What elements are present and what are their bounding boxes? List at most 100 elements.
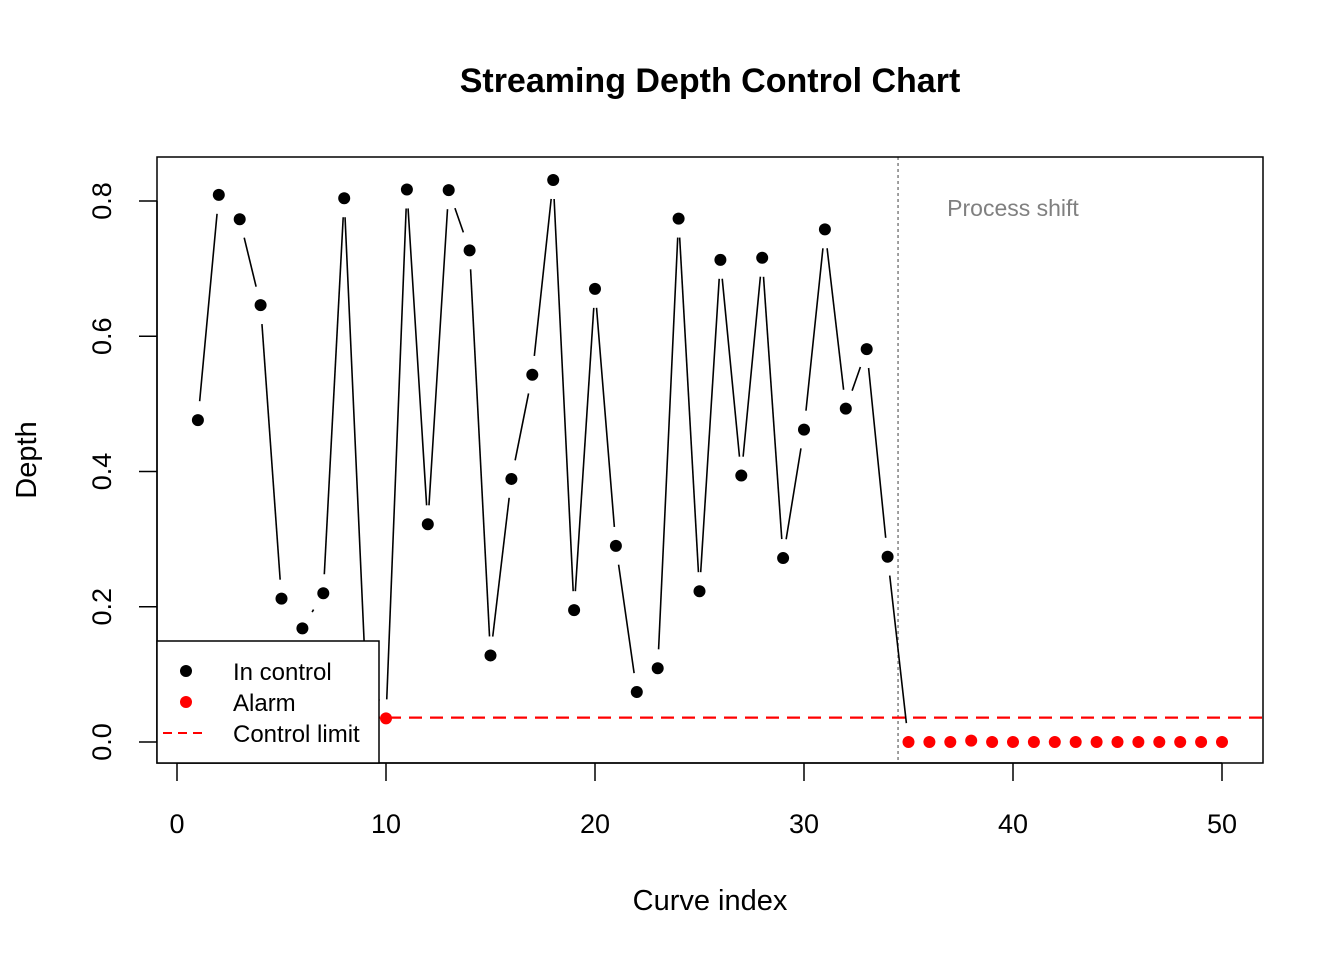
series-line-segment — [826, 248, 845, 390]
y-axis-label: Depth — [11, 421, 43, 498]
x-tick-label: 10 — [371, 809, 401, 839]
alarm-point — [1111, 736, 1124, 748]
y-axis: 0.0 0.2 0.4 0.6 0.8 — [87, 182, 158, 761]
in-control-point — [881, 550, 894, 563]
in-control-point — [526, 368, 539, 381]
alarm-point — [1048, 736, 1061, 748]
in-control-point — [609, 539, 622, 552]
series-line-segment — [699, 278, 721, 573]
in-control-point — [442, 184, 455, 197]
in-control-point — [589, 282, 601, 295]
in-control-point — [421, 518, 434, 531]
series-line-segment — [762, 276, 783, 540]
y-tick-label: 0.2 — [87, 588, 117, 626]
alarm-point — [1195, 736, 1208, 748]
series-line-segment — [785, 448, 802, 540]
alarm-point — [1216, 736, 1228, 748]
series-line-layer — [198, 198, 908, 724]
alarm-point — [1132, 736, 1145, 748]
series-line-segment — [198, 213, 218, 402]
in-control-point — [630, 685, 643, 698]
legend-marker-alarm — [180, 696, 192, 708]
alarm-point — [1090, 736, 1103, 748]
series-line-segment — [514, 393, 530, 461]
in-control-point — [275, 592, 288, 605]
y-tick-label: 0.0 — [87, 723, 117, 761]
process-shift-annotation: Process shift — [947, 195, 1079, 221]
series-line-segment — [617, 564, 635, 674]
series-line-segment — [851, 366, 862, 391]
series-line-segment — [428, 209, 449, 506]
x-axis-label: Curve index — [633, 885, 788, 917]
in-control-point — [756, 251, 769, 264]
in-control-point — [463, 244, 476, 257]
series-line-segment — [721, 278, 741, 457]
legend-box — [156, 640, 380, 764]
in-control-point — [839, 402, 852, 415]
alarm-point — [986, 736, 999, 748]
x-tick-label: 20 — [580, 809, 610, 839]
series-line-segment — [243, 237, 257, 287]
in-control-point — [296, 622, 309, 635]
series-line-segment — [261, 324, 281, 580]
series-line-segment — [595, 307, 616, 528]
chart-title: Streaming Depth Control Chart — [460, 62, 961, 100]
in-control-point — [818, 223, 831, 236]
series-line-segment — [678, 237, 700, 573]
in-control-point — [505, 472, 518, 485]
in-control-point — [714, 253, 727, 266]
in-control-point — [735, 469, 748, 482]
series-line-segment — [454, 207, 465, 233]
alarm-point — [1007, 736, 1019, 748]
in-control-point — [317, 587, 330, 600]
series-line-segment — [888, 575, 908, 724]
in-control-point — [400, 183, 413, 196]
series-line-segment — [323, 217, 344, 575]
x-tick-label: 0 — [169, 809, 184, 839]
legend-marker-in-control — [180, 665, 192, 677]
series-line-segment — [491, 497, 510, 637]
y-tick-label: 0.8 — [87, 182, 117, 220]
series-line-segment — [469, 269, 491, 637]
y-tick-label: 0.6 — [87, 317, 117, 355]
y-tick-label: 0.4 — [87, 453, 117, 491]
process-shift-layer: Process shift — [897, 157, 1079, 763]
series-line-segment — [657, 237, 679, 650]
alarm-point — [902, 736, 915, 748]
in-control-point — [672, 212, 685, 225]
in-control-point — [651, 662, 664, 675]
series-line-segment — [574, 307, 595, 592]
in-control-point — [191, 414, 204, 427]
legend-label-control-limit: Control limit — [233, 721, 360, 748]
series-line-segment — [344, 217, 366, 645]
in-control-point — [338, 192, 351, 205]
in-control-point — [798, 423, 810, 436]
in-control-point — [860, 343, 873, 356]
alarm-point — [1027, 736, 1040, 748]
series-points-layer — [191, 174, 1228, 748]
x-tick-label: 40 — [998, 809, 1028, 839]
alarm-point — [1153, 736, 1166, 748]
legend-label-in-control: In control — [233, 659, 332, 686]
in-control-point — [693, 585, 706, 598]
series-line-segment — [805, 248, 824, 411]
series-line-segment — [407, 208, 428, 506]
in-control-point — [212, 188, 225, 201]
alarm-point — [1174, 736, 1187, 748]
alarm-point — [923, 736, 936, 748]
series-line-segment — [311, 609, 315, 613]
series-line-segment — [553, 198, 574, 592]
series-line-segment — [533, 198, 552, 356]
x-axis: 0 10 20 30 40 50 — [169, 762, 1237, 839]
in-control-point — [568, 604, 581, 617]
legend: In control Alarm Control limit — [156, 640, 380, 764]
series-line-segment — [742, 276, 762, 457]
series-line-segment — [385, 208, 407, 700]
in-control-point — [484, 649, 497, 662]
x-tick-label: 50 — [1207, 809, 1237, 839]
alarm-point — [944, 736, 957, 748]
series-line-segment — [867, 367, 887, 538]
in-control-point — [254, 299, 267, 312]
in-control-point — [233, 213, 246, 226]
